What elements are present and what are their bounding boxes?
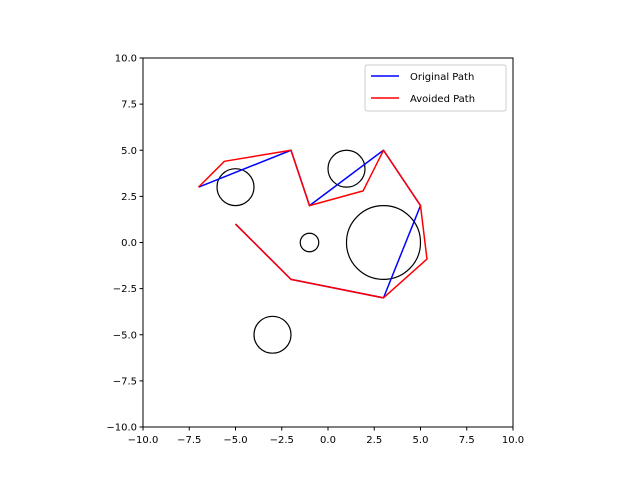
y-tick-label: 5.0 — [121, 146, 137, 157]
obstacle-circle — [345, 205, 422, 281]
y-tick-label: 10.0 — [115, 54, 137, 65]
y-tick-label: −2.5 — [113, 284, 137, 295]
obstacle-circle — [253, 315, 292, 354]
obstacle-circle — [327, 149, 366, 188]
y-tick-label: −10.0 — [106, 423, 137, 434]
obstacle-circle — [216, 168, 255, 207]
avoided-path-line — [197, 149, 428, 299]
x-tick-label: 10.0 — [502, 435, 524, 446]
obstacle-circle — [299, 232, 320, 253]
obstacles — [216, 149, 422, 354]
x-tick-label: 7.5 — [459, 435, 475, 446]
y-tick-label: 2.5 — [121, 192, 137, 203]
y-tick-label: −7.5 — [113, 376, 137, 387]
y-axis: −10.0 −7.5 −5.0 −2.5 0.0 2.5 5.0 7.5 10.0 — [106, 54, 143, 434]
x-tick-label: −2.5 — [270, 435, 294, 446]
x-tick-label: −5.0 — [223, 435, 247, 446]
x-tick-label: −10.0 — [128, 435, 159, 446]
y-tick-label: 0.0 — [121, 238, 137, 249]
legend: Original Path Avoided Path — [364, 64, 507, 112]
series — [197, 149, 428, 299]
legend-label-avoided: Avoided Path — [410, 94, 475, 105]
y-tick-label: −5.0 — [113, 330, 137, 341]
x-tick-label: −7.5 — [177, 435, 201, 446]
x-tick-label: 0.0 — [320, 435, 336, 446]
legend-box — [364, 64, 507, 112]
x-tick-label: 5.0 — [413, 435, 429, 446]
y-tick-label: 7.5 — [121, 100, 137, 111]
legend-label-original: Original Path — [410, 72, 474, 83]
x-axis: −10.0 −7.5 −5.0 −2.5 0.0 2.5 5.0 7.5 10.0 — [128, 427, 524, 446]
x-tick-label: 2.5 — [366, 435, 382, 446]
